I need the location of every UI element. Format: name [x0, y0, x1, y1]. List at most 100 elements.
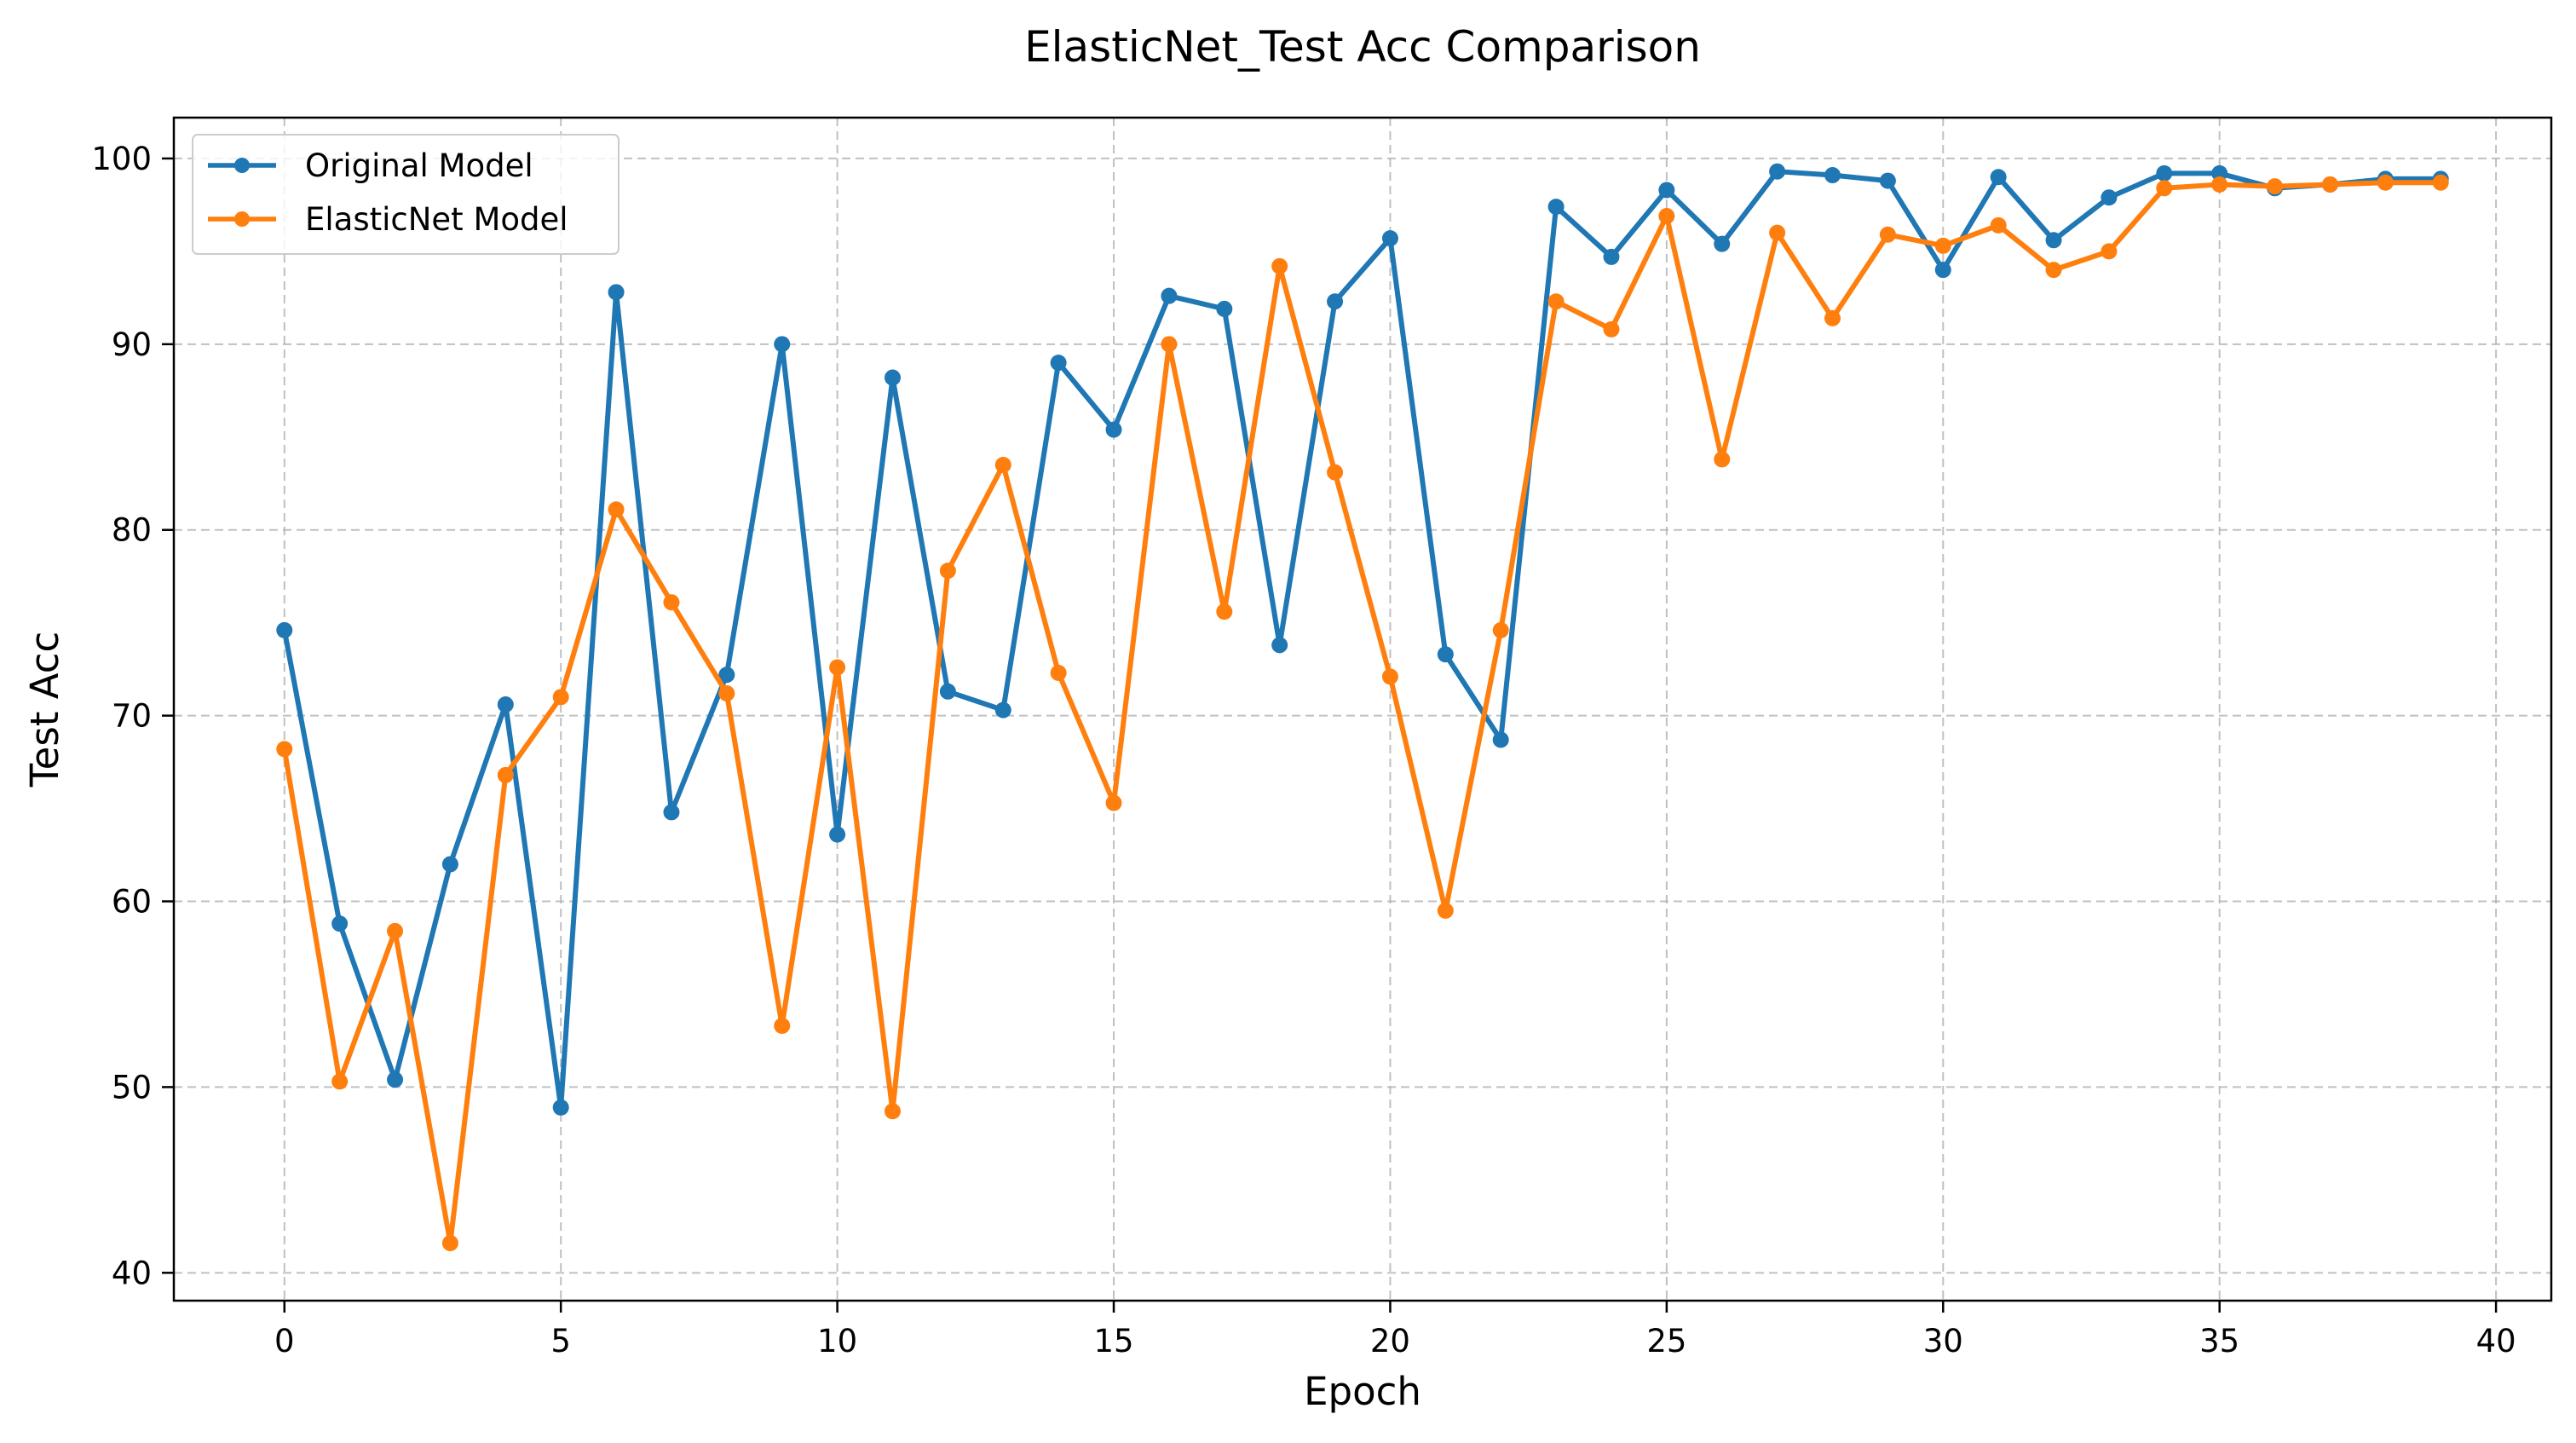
data-point-elasticnet-model	[1547, 293, 1565, 310]
data-point-original-model	[1271, 637, 1288, 654]
x-tick-label: 5	[550, 1323, 571, 1359]
data-point-elasticnet-model	[1769, 224, 1786, 241]
data-point-elasticnet-model	[497, 766, 514, 783]
data-point-elasticnet-model	[1492, 621, 1509, 638]
data-point-elasticnet-model	[387, 922, 404, 939]
data-point-elasticnet-model	[2211, 176, 2228, 193]
data-point-original-model	[718, 667, 735, 684]
data-point-original-model	[1934, 262, 1951, 279]
data-point-original-model	[1105, 421, 1122, 438]
data-point-elasticnet-model	[1105, 794, 1122, 811]
data-point-elasticnet-model	[663, 594, 680, 611]
series-line-elasticnet-model	[281, 180, 2444, 1246]
data-point-elasticnet-model	[1879, 226, 1896, 243]
y-tick-label: 50	[112, 1069, 152, 1105]
x-axis-label: Epoch	[1304, 1369, 1421, 1414]
data-point-original-model	[939, 683, 956, 700]
data-point-original-model	[1879, 172, 1896, 189]
data-point-elasticnet-model	[1990, 216, 2007, 234]
legend-marker-elasticnet-model	[234, 211, 250, 227]
data-point-original-model	[1327, 293, 1344, 310]
data-point-original-model	[2101, 189, 2118, 206]
data-point-original-model	[663, 804, 680, 821]
x-tick-label: 0	[274, 1323, 295, 1359]
legend-entry-original-model: Original Model	[208, 147, 533, 184]
legend-label-elasticnet-model: ElasticNet Model	[305, 201, 568, 238]
data-point-elasticnet-model	[774, 1018, 791, 1035]
x-tick-label: 30	[1923, 1323, 1963, 1359]
y-tick-label: 60	[112, 884, 152, 921]
data-point-elasticnet-model	[1161, 336, 1178, 353]
x-tick-label: 25	[1646, 1323, 1686, 1359]
data-point-elasticnet-model	[331, 1073, 349, 1090]
data-point-original-model	[1990, 169, 2007, 186]
data-point-original-model	[276, 621, 293, 638]
data-point-original-model	[884, 369, 901, 386]
data-point-elasticnet-model	[2101, 243, 2118, 260]
x-tick-label: 35	[2199, 1323, 2239, 1359]
data-point-elasticnet-model	[2045, 262, 2062, 279]
x-tick-label: 15	[1093, 1323, 1133, 1359]
legend-marker-original-model	[234, 158, 250, 173]
axis-ticks: 0 5 10 15 20 25 30 35 40 40 50 60 70 80 90 100	[91, 141, 2515, 1359]
data-point-elasticnet-model	[441, 1234, 458, 1251]
data-point-elasticnet-model	[1271, 257, 1288, 274]
data-point-original-model	[552, 1099, 569, 1116]
data-point-elasticnet-model	[2156, 180, 2173, 197]
x-tick-label: 10	[817, 1323, 857, 1359]
data-point-original-model	[994, 701, 1011, 719]
data-point-original-model	[1547, 199, 1565, 216]
data-point-original-model	[1050, 355, 1067, 372]
y-tick-label: 70	[112, 698, 152, 735]
data-point-original-model	[1658, 182, 1675, 199]
data-point-original-model	[1492, 731, 1509, 748]
data-point-elasticnet-model	[884, 1103, 901, 1120]
data-point-elasticnet-model	[2321, 176, 2338, 193]
data-point-elasticnet-model	[1714, 451, 1731, 468]
data-point-original-model	[2156, 165, 2173, 182]
data-point-elasticnet-model	[552, 689, 569, 706]
data-point-original-model	[1769, 163, 1786, 180]
data-point-original-model	[1603, 248, 1620, 265]
data-point-original-model	[497, 696, 514, 713]
data-point-elasticnet-model	[2267, 178, 2284, 195]
data-point-original-model	[774, 336, 791, 353]
legend-label-original-model: Original Model	[305, 147, 533, 184]
data-point-original-model	[1161, 287, 1178, 304]
y-tick-label: 90	[112, 326, 152, 363]
data-point-elasticnet-model	[608, 501, 625, 518]
legend-box	[192, 134, 620, 255]
plot-frame	[172, 116, 2553, 1302]
data-point-elasticnet-model	[276, 741, 293, 758]
data-point-original-model	[1714, 235, 1731, 252]
x-tick-label: 40	[2476, 1323, 2516, 1359]
data-point-elasticnet-model	[1824, 309, 1841, 326]
data-point-original-model	[829, 826, 846, 843]
data-point-original-model	[1216, 300, 1233, 317]
x-tick-label: 20	[1370, 1323, 1410, 1359]
y-axis-label: Test Acc	[22, 632, 67, 788]
data-point-elasticnet-model	[1437, 902, 1454, 919]
data-point-elasticnet-model	[829, 659, 846, 676]
data-point-elasticnet-model	[1327, 464, 1344, 481]
data-point-original-model	[331, 915, 349, 932]
y-tick-label: 40	[112, 1255, 152, 1291]
data-point-original-model	[1381, 230, 1398, 247]
grid	[174, 118, 2551, 1301]
data-point-elasticnet-model	[1658, 207, 1675, 224]
data-point-elasticnet-model	[1216, 603, 1233, 620]
chart-title: ElasticNet_Test Acc Comparison	[1024, 22, 1701, 72]
data-point-original-model	[1824, 167, 1841, 184]
data-point-elasticnet-model	[994, 456, 1011, 473]
series-layer	[276, 163, 2449, 1251]
data-point-elasticnet-model	[1603, 320, 1620, 338]
data-point-elasticnet-model	[2377, 174, 2394, 191]
y-tick-label: 100	[91, 141, 152, 177]
legend: Original Model ElasticNet Model	[192, 134, 620, 255]
data-point-original-model	[608, 284, 625, 301]
data-point-elasticnet-model	[1381, 668, 1398, 685]
data-point-elasticnet-model	[1934, 237, 1951, 254]
y-tick-label: 80	[112, 512, 152, 549]
